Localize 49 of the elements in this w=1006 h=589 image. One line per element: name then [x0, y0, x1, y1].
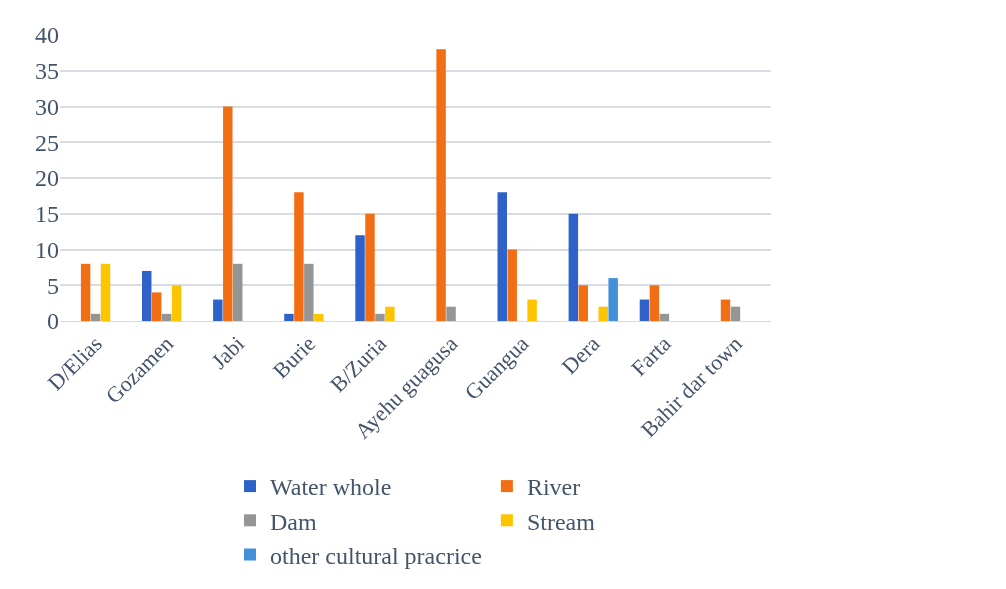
bar	[90, 313, 101, 321]
y-tick-label: 15	[35, 201, 59, 228]
bar	[294, 192, 304, 321]
bar	[375, 313, 385, 321]
bar	[171, 285, 182, 321]
bar	[649, 285, 660, 321]
x-tick-label: Farta	[626, 330, 676, 381]
bar	[527, 299, 537, 321]
bar	[578, 285, 589, 321]
bar	[304, 263, 314, 321]
bar	[446, 306, 456, 321]
x-tick-label: Dera	[556, 330, 605, 379]
bar	[659, 313, 670, 321]
bar	[720, 299, 731, 321]
y-tick-label: 25	[35, 129, 59, 156]
bar	[161, 313, 172, 321]
x-tick-label: Jabi	[206, 331, 250, 374]
bar	[365, 213, 375, 321]
bar	[730, 306, 741, 321]
bar	[385, 306, 395, 321]
bar	[314, 313, 324, 321]
legend-label: Water whole	[270, 474, 392, 501]
legend-label: other cultural pracrice	[270, 542, 482, 569]
y-tick-label: 0	[47, 308, 59, 335]
bar	[284, 313, 294, 321]
bar	[436, 49, 446, 321]
y-tick-label: 40	[35, 22, 59, 49]
bar	[355, 235, 365, 321]
legend-label: River	[526, 474, 581, 501]
bar	[223, 106, 233, 321]
y-tick-label: 35	[35, 58, 59, 85]
y-tick-label: 30	[35, 93, 59, 120]
y-tick-label: 20	[35, 165, 59, 192]
bar	[151, 292, 162, 321]
bar	[142, 270, 152, 321]
bar	[100, 263, 111, 321]
bar	[497, 192, 507, 321]
bar	[608, 278, 618, 321]
bar	[568, 213, 579, 321]
y-tick-label: 5	[47, 272, 59, 299]
bar	[639, 299, 650, 321]
bar	[213, 299, 223, 321]
bar	[598, 306, 608, 321]
bar	[507, 249, 517, 321]
legend-label: Stream	[526, 508, 596, 535]
bar	[233, 263, 243, 321]
bar	[80, 263, 91, 321]
y-tick-label: 10	[35, 236, 59, 263]
legend-label: Dam	[270, 508, 317, 535]
